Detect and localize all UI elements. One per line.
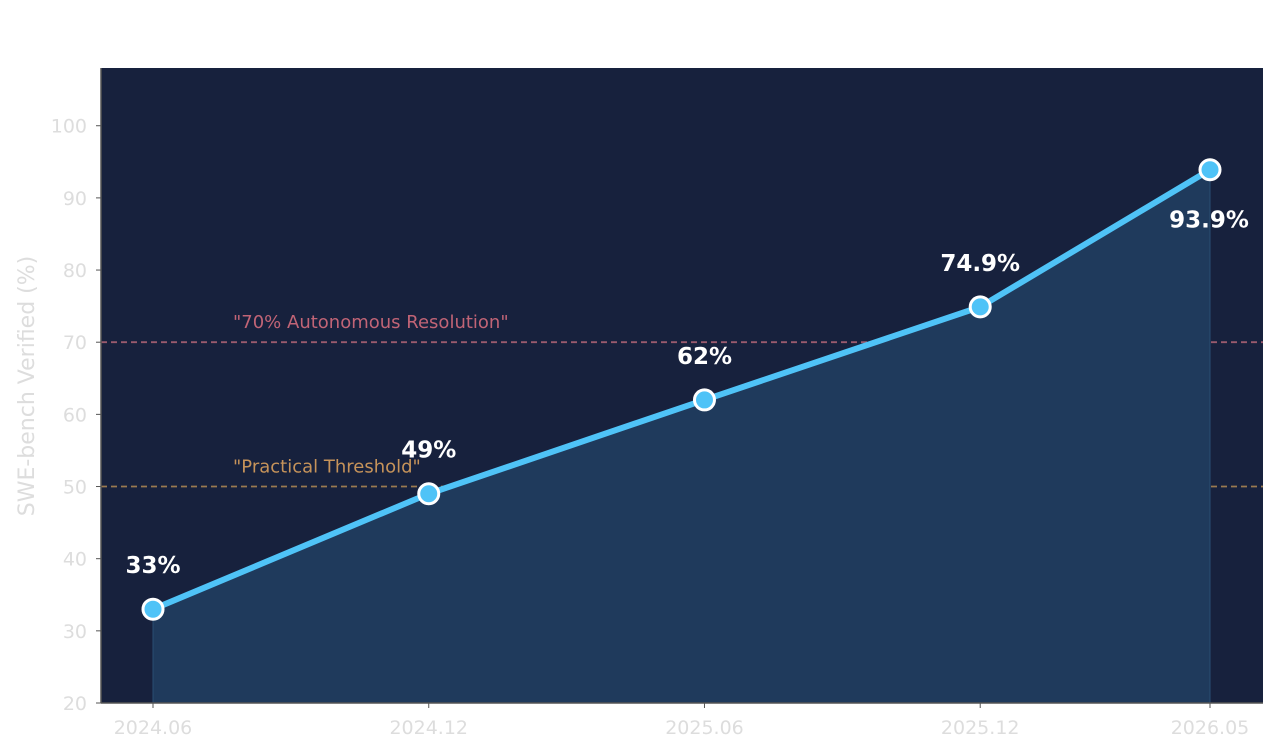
- data-point: [968, 295, 992, 319]
- data-labels: 33% 49% 62% 74.9% 93.9%: [125, 208, 1248, 579]
- markers: [141, 158, 1222, 621]
- data-label: 74.9%: [940, 251, 1020, 277]
- y-tick-label: 50: [63, 477, 87, 499]
- y-axis-title: SWE-bench Verified (%): [15, 256, 40, 517]
- data-label: 49%: [401, 438, 456, 464]
- reference-line-label: "70% Autonomous Resolution": [233, 312, 509, 333]
- y-tick-label: 90: [63, 188, 87, 210]
- y-tick-label: 80: [63, 260, 87, 282]
- x-ticks: 2024.06 2024.12 2025.06 2025.12 2026.05: [114, 703, 1250, 739]
- x-tick-label: 2026.05: [1171, 717, 1250, 739]
- x-tick-label: 2025.12: [941, 717, 1020, 739]
- data-label: 62%: [677, 344, 732, 370]
- y-tick-label: 40: [63, 549, 87, 571]
- x-tick-label: 2024.06: [114, 717, 193, 739]
- data-point: [1198, 158, 1222, 182]
- data-point: [141, 597, 165, 621]
- y-tick-label: 20: [63, 693, 87, 715]
- x-tick-label: 2025.06: [665, 717, 744, 739]
- x-tick-label: 2024.12: [389, 717, 468, 739]
- data-label: 93.9%: [1169, 208, 1249, 234]
- data-label: 33%: [125, 553, 180, 579]
- data-point: [692, 388, 716, 412]
- y-tick-label: 60: [63, 404, 87, 426]
- y-ticks: 20 30 40 50 60 70 80 90 100: [51, 116, 101, 715]
- reference-line-label: "Practical Threshold": [233, 457, 421, 478]
- y-tick-label: 100: [51, 116, 87, 138]
- y-tick-label: 70: [63, 332, 87, 354]
- y-tick-label: 30: [63, 621, 87, 643]
- data-point: [417, 482, 441, 506]
